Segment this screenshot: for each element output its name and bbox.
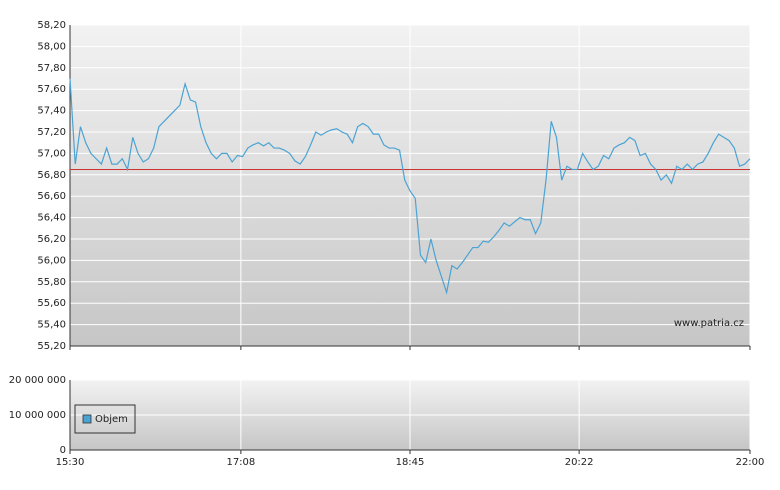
y-tick-label: 0 [60, 445, 66, 456]
y-tick-label: 20 000 000 [9, 375, 66, 386]
x-tick-label: 18:45 [396, 457, 425, 468]
legend-box [74, 404, 136, 434]
y-tick-label: 58,20 [37, 20, 66, 31]
x-tick-label: 22:00 [736, 457, 765, 468]
y-tick-label: 56,20 [37, 234, 66, 245]
legend-swatch [82, 414, 92, 424]
y-tick-label: 56,80 [37, 170, 66, 181]
y-tick-label: 57,60 [37, 84, 66, 95]
y-tick-label: 55,40 [37, 320, 66, 331]
y-tick-label: 55,80 [37, 277, 66, 288]
x-tick-label: 15:30 [56, 457, 85, 468]
x-tick-label: 17:08 [226, 457, 255, 468]
legend-label: Objem [95, 414, 128, 425]
y-tick-label: 55,60 [37, 298, 66, 309]
y-tick-label: 56,60 [37, 191, 66, 202]
y-tick-label: 55,20 [37, 341, 66, 352]
watermark: www.patria.cz [674, 318, 744, 329]
y-tick-label: 57,40 [37, 106, 66, 117]
x-tick-label: 20:22 [565, 457, 594, 468]
y-tick-label: 57,00 [37, 148, 66, 159]
price-line [69, 78, 751, 295]
y-tick-label: 56,00 [37, 255, 66, 266]
y-tick-label: 58,00 [37, 41, 66, 52]
y-tick-label: 10 000 000 [9, 410, 66, 421]
y-tick-label: 57,20 [37, 127, 66, 138]
y-tick-label: 57,80 [37, 63, 66, 74]
y-tick-label: 56,40 [37, 213, 66, 224]
